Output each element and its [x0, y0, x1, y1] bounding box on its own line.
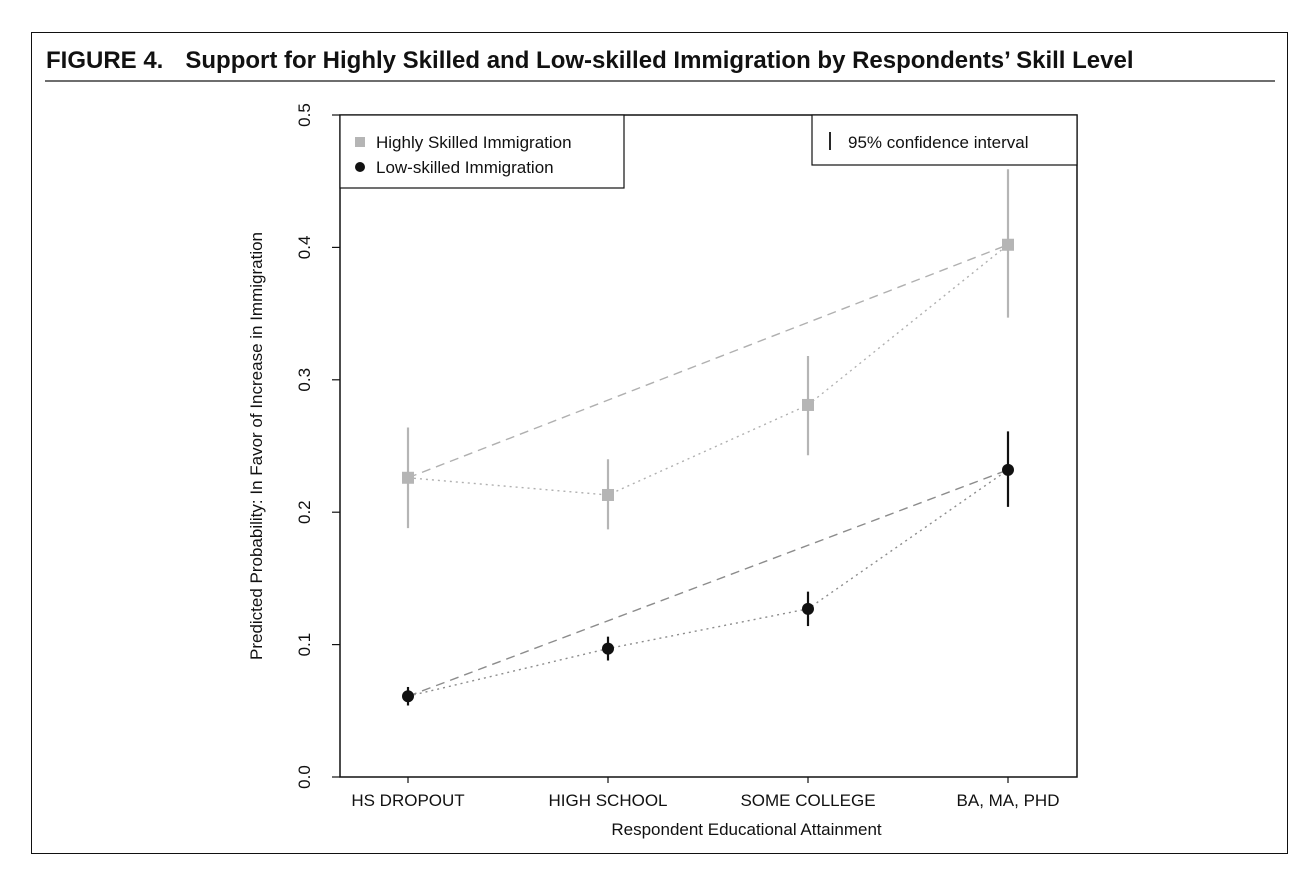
x-tick-label: HIGH SCHOOL	[548, 791, 667, 810]
y-tick-label: 0.0	[295, 765, 314, 789]
y-tick-label: 0.4	[295, 236, 314, 260]
figure-frame	[31, 32, 1288, 854]
data-point-circle	[402, 690, 414, 703]
dashed-trend-lines	[407, 244, 1009, 697]
data-point-square	[402, 471, 414, 484]
x-axis: HS DROPOUT HIGH SCHOOL SOME COLLEGE BA, MA,…	[351, 777, 1059, 839]
dotted-connecting-lines	[407, 244, 1009, 697]
dotted-line	[407, 469, 1009, 697]
data-point-square	[1002, 238, 1014, 251]
data-point-square	[802, 398, 814, 411]
y-tick-label: 0.2	[295, 500, 314, 524]
legend-circle-icon	[355, 162, 365, 172]
dotted-line	[407, 244, 1009, 496]
y-axis-label: Predicted Probability: In Favor of Incre…	[247, 232, 266, 660]
x-tick-label: SOME COLLEGE	[740, 791, 875, 810]
y-tick-label: 0.1	[295, 633, 314, 657]
y-tick-label: 0.3	[295, 368, 314, 392]
y-axis: 0.0 0.1 0.2 0.3 0.4 0.5 Predicted Probability:…	[247, 103, 340, 789]
ci-legend-box	[811, 114, 1078, 166]
legend-label: Low-skilled Immigration	[376, 158, 554, 177]
figure-title-text: Support for Highly Skilled and Low-skill…	[185, 47, 1134, 74]
figure-title: FIGURE 4. Support for Highly Skilled and …	[46, 47, 1134, 75]
y-tick-label: 0.5	[295, 103, 314, 127]
dashed-line	[407, 244, 1009, 479]
x-tick-label: BA, MA, PHD	[957, 791, 1060, 810]
ci-legend-label: 95% confidence interval	[848, 133, 1029, 152]
dashed-line	[407, 469, 1009, 697]
legend-square-icon	[355, 137, 365, 147]
data-point-circle	[602, 642, 614, 655]
x-tick-label: HS DROPOUT	[351, 791, 464, 810]
x-axis-label: Respondent Educational Attainment	[611, 820, 882, 839]
legend-label: Highly Skilled Immigration	[376, 133, 572, 152]
data-point-circle	[802, 602, 814, 615]
plot-frame	[339, 114, 1078, 778]
ci-legend: 95% confidence interval	[811, 114, 1078, 166]
figure-number: FIGURE 4.	[46, 47, 164, 74]
legend: Highly Skilled Immigration Low-skilled Im…	[339, 114, 625, 189]
data-point-circle	[1002, 463, 1014, 476]
data-point-square	[602, 488, 614, 501]
legend-box	[339, 114, 625, 189]
data-points	[402, 238, 1014, 703]
confidence-interval-bars	[406, 169, 1010, 706]
title-divider	[45, 80, 1275, 82]
